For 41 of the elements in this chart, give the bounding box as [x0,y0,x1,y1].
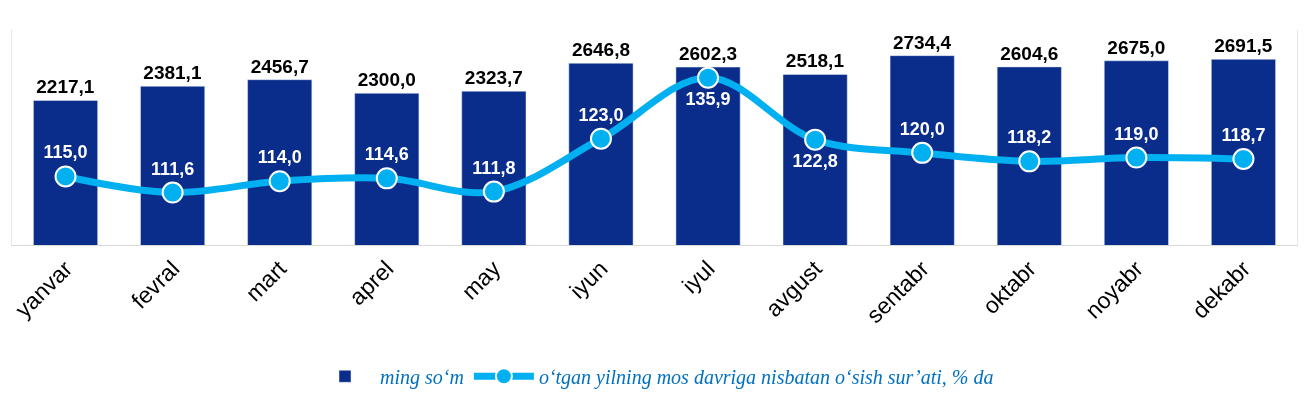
x-tick-label: iyul [676,255,720,299]
point [375,167,398,190]
point [911,141,934,164]
point [1018,150,1041,173]
data-label: 123,0 [578,104,624,125]
data-label: 111,6 [151,158,195,179]
data-label: 111,8 [472,157,516,178]
data-label: 2734,4 [892,31,952,53]
data-label: 2300,0 [357,69,416,91]
data-label: 2518,1 [785,50,845,72]
point [268,170,291,193]
data-label: 2456,7 [250,55,309,77]
point [1125,146,1148,169]
data-label: 118,2 [1007,127,1052,148]
point [589,127,612,150]
data-label: 115,0 [43,142,88,163]
point [697,66,720,89]
data-label: 2381,1 [143,62,202,84]
data-label: 2323,7 [464,67,523,89]
point [1232,148,1255,170]
data-label: 2604,6 [1000,42,1059,64]
data-label: 119,0 [1114,123,1159,144]
data-label: 114,0 [257,147,302,168]
data-label: 120,0 [899,118,945,139]
data-label: 114,6 [364,144,409,165]
data-label: 122,8 [792,150,838,171]
data-label: 2675,0 [1107,36,1166,58]
data-label: 2646,8 [571,39,631,61]
legend-label: o‘tgan yilning mos davriga nisbatan o‘sish sur’ati, % da [538,366,994,390]
x-tick-label: may [456,255,506,305]
point [482,180,505,203]
data-label: 2602,3 [678,43,738,65]
data-label: 2217,1 [36,76,95,98]
point [54,165,77,188]
x-tick-label: iyun [564,255,613,304]
data-label: 135,9 [685,88,731,109]
point [161,181,184,204]
point [804,128,827,151]
data-label: 2691,5 [1214,35,1273,57]
legend-label: ming so‘m [380,366,464,390]
data-label: 118,7 [1221,125,1266,145]
